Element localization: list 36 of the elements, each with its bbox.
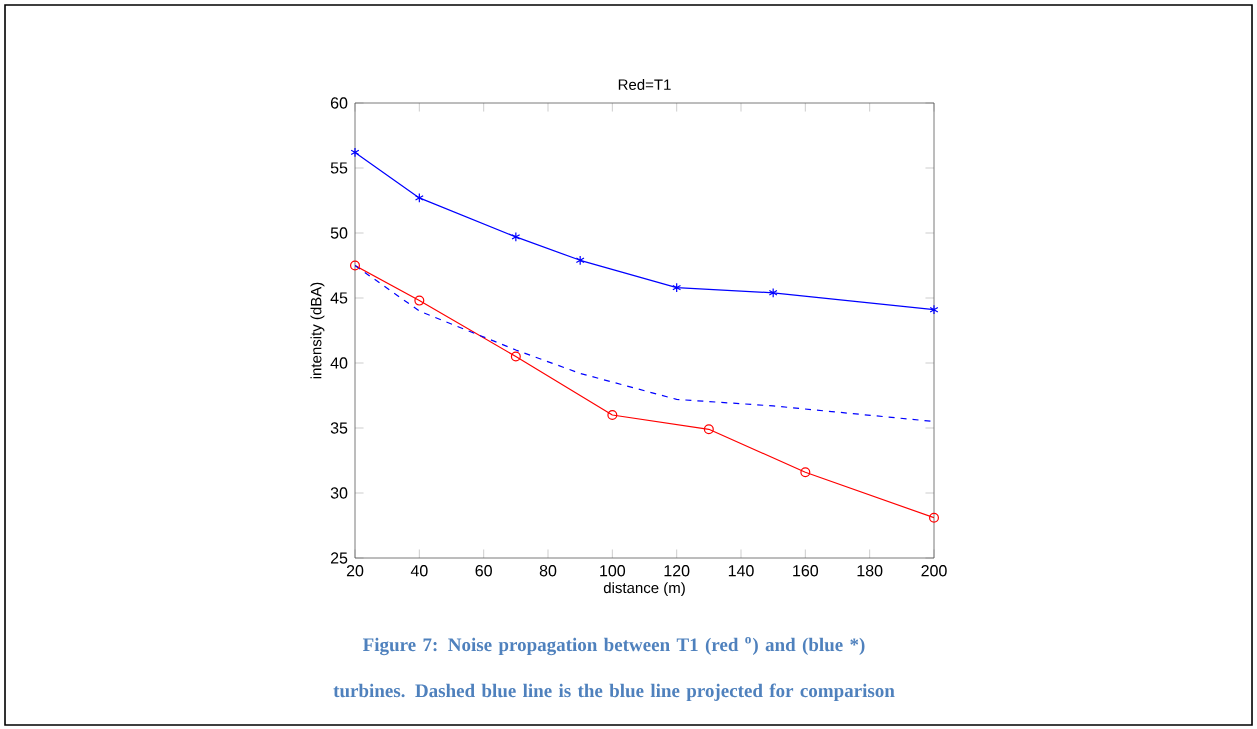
y-axis-title: intensity (dBA) [310,282,325,379]
y-tick-label: 45 [330,292,348,304]
point [672,282,682,293]
point [511,231,521,242]
point [929,304,939,315]
point [414,192,424,203]
y-tick-label: 60 [330,97,348,109]
chart-title: Red=T1 [618,78,671,90]
y-tick-label: 55 [330,162,348,174]
point [350,260,361,271]
y-tick-label: 30 [330,487,348,499]
point [575,255,585,266]
text: Figure 7: Noise propagation between T1 (red $^{o}$) and (blue *) turbines. Dashed blue line is the blue line projected for comparison [333,637,895,702]
point [800,467,811,478]
point [768,287,778,298]
x-tick-label: 200 [921,565,947,577]
y-tick-label: 25 [330,552,348,564]
x-tick-label: 60 [475,565,492,577]
y-tick-label: 40 [330,357,348,369]
x-tick-label: 80 [539,565,557,577]
x-tick-label: 40 [410,565,428,577]
x-tick-label: 180 [857,565,883,577]
y-tick-label: 35 [330,422,348,434]
x-tick-label: 120 [664,565,690,577]
point [414,295,425,306]
y-tick-label: 50 [330,227,348,239]
point [350,147,360,158]
x-tick-label: 160 [793,565,819,577]
point [510,351,521,362]
point [607,410,618,420]
x-tick-label: 20 [346,565,364,577]
x-tick-label: 100 [600,565,626,577]
point [703,424,714,435]
x-axis-title: distance (m) [603,582,685,597]
x-tick-label: 140 [728,565,754,577]
point [929,512,939,523]
